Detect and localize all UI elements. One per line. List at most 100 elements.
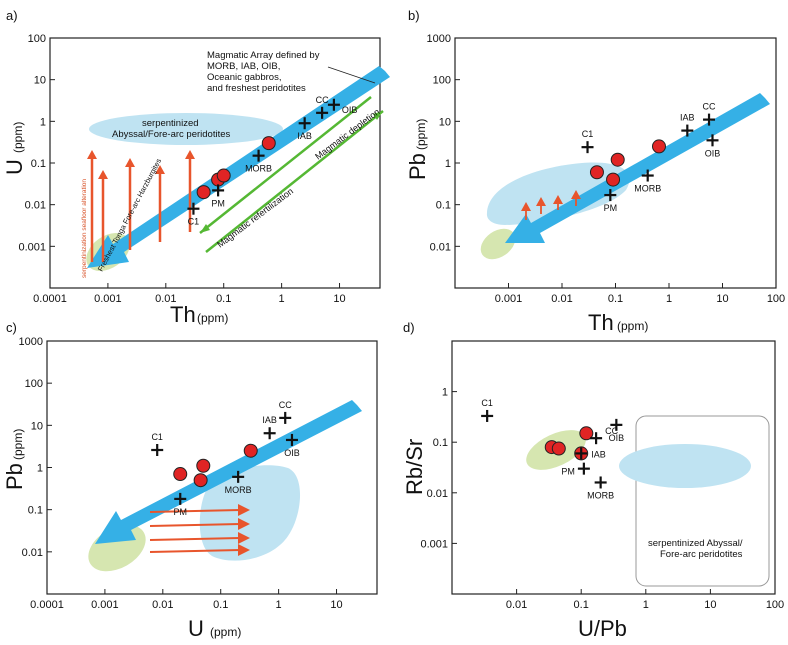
y-tick-label: 0.001 xyxy=(18,241,46,253)
y-tick-label: 1 xyxy=(445,158,451,170)
panel-d-frame xyxy=(451,340,776,595)
x-tick-label: 0.1 xyxy=(216,293,231,305)
x-tick-label: 10 xyxy=(330,599,342,611)
reference-point-oib: OIB xyxy=(609,418,625,443)
x-tick-label: 10 xyxy=(716,293,728,305)
panel-a-xlabel: Th xyxy=(170,302,196,327)
y-tick-label: 100 xyxy=(433,75,451,87)
reference-point-label: PM xyxy=(211,198,225,208)
panel-a-marks: C1 PM MORB IAB CC OIB xyxy=(187,95,357,227)
reference-point-iab: IAB xyxy=(297,117,312,141)
reference-point-cc: CC xyxy=(316,95,329,119)
sample-point xyxy=(173,467,188,482)
y-tick-label: 1 xyxy=(442,387,448,399)
y-tick-label: 1000 xyxy=(427,33,451,45)
panel-a-refertilization-line xyxy=(205,110,384,253)
x-tick-label: 1 xyxy=(276,599,282,611)
y-tick-label: 0.1 xyxy=(28,505,43,517)
panel-a-ticks: 0.0001 0.001 0.01 0.1 1 10 0.001 0.01 0.1 1 10 100 xyxy=(18,33,345,305)
reference-point-morb: MORB xyxy=(634,169,661,194)
reference-point-oib: OIB xyxy=(705,134,720,158)
panel-c-ticks: 0.0001 0.001 0.01 0.1 1 10 0.01 0.1 1 10 100 1000 xyxy=(19,336,343,611)
x-tick-label: 0.001 xyxy=(91,599,119,611)
x-tick-label: 0.1 xyxy=(608,293,623,305)
reference-point-cc: CC xyxy=(279,400,292,424)
reference-point-pm: PM xyxy=(561,462,590,477)
x-tick-label: 0.01 xyxy=(152,599,173,611)
panel-d-box-label: serpentinized Abyssal/ Fore-arc peridoti… xyxy=(648,538,745,560)
reference-point-label: CC xyxy=(279,400,292,410)
sample-point xyxy=(651,139,666,154)
y-tick-label: 0.1 xyxy=(436,200,451,212)
panel-a-alteration-label-text: serpentinization seafloor alteration xyxy=(81,179,88,278)
panel-d-xlabel: U/Pb xyxy=(578,616,627,641)
y-tick-label: 0.01 xyxy=(25,200,46,212)
x-tick-label: 0.01 xyxy=(155,293,176,305)
panel-a-letter: a) xyxy=(6,8,18,23)
reference-point-pm: PM xyxy=(211,184,225,208)
reference-point-iab: IAB xyxy=(262,415,277,440)
panel-b-marks: C1 PM MORB IAB CC OIB xyxy=(581,102,720,213)
y-tick-label: 0.01 xyxy=(427,488,448,500)
reference-point-c1: C1 xyxy=(187,202,200,227)
reference-point-label: CC xyxy=(703,102,716,112)
panel-c-magmatic-array-arrow xyxy=(95,400,362,544)
reference-point-iab: IAB xyxy=(575,447,606,460)
reference-point-oib: OIB xyxy=(284,433,300,458)
reference-point-label: PM xyxy=(604,203,618,213)
sample-point xyxy=(606,172,621,187)
panel-a: a) 0.0001 0.001 0.01 0.1 1 10 0.001 0.01 0.1 1 10 1… xyxy=(2,8,390,327)
panel-c-yunit: (ppm) xyxy=(11,429,25,460)
x-tick-label: 0.01 xyxy=(506,599,527,611)
x-tick-label: 0.001 xyxy=(94,293,122,305)
reference-point-label: IAB xyxy=(591,449,606,459)
panel-b-ylabel: Pb xyxy=(405,153,430,180)
panel-c-ylabel: Pb xyxy=(2,463,27,490)
panel-b-ticks: 0.001 0.01 0.1 1 10 100 0.01 0.1 1 10 100 1000 xyxy=(427,33,786,305)
reference-point-cc: CC xyxy=(590,426,619,445)
panel-b-harzburgite-field xyxy=(480,228,516,260)
panel-a-serpentinized-field xyxy=(89,113,283,145)
reference-point-label: MORB xyxy=(587,490,614,500)
y-tick-label: 1 xyxy=(40,116,46,128)
panel-a-depletion-line xyxy=(199,96,372,234)
reference-point-c1: C1 xyxy=(151,432,164,457)
x-tick-label: 1 xyxy=(643,599,649,611)
reference-point-pm: PM xyxy=(604,189,618,213)
panel-b: b) 0.001 0.01 0.1 1 10 100 0.01 0.1 1 10 100 1000 C… xyxy=(405,8,785,335)
sample-point xyxy=(193,473,208,488)
reference-point-label: C1 xyxy=(151,432,163,442)
panel-b-letter: b) xyxy=(408,8,420,23)
reference-point-c1: C1 xyxy=(481,398,494,422)
y-tick-label: 100 xyxy=(25,378,43,390)
x-tick-label: 100 xyxy=(767,293,785,305)
panel-b-magmatic-array-arrow xyxy=(505,93,770,243)
y-tick-label: 100 xyxy=(28,33,46,45)
panel-a-ylabel: U xyxy=(2,159,27,175)
panel-b-xlabel: Th xyxy=(588,310,614,335)
sample-point xyxy=(579,426,594,441)
panel-c-letter: c) xyxy=(6,320,17,335)
x-tick-label: 100 xyxy=(766,599,784,611)
x-tick-label: 0.0001 xyxy=(33,293,67,305)
reference-point-label: MORB xyxy=(245,164,272,174)
reference-point-label: C1 xyxy=(582,129,594,139)
y-tick-label: 0.1 xyxy=(31,158,46,170)
panel-c-serpentinized-field xyxy=(199,465,301,561)
panel-c-alteration-arrows xyxy=(149,504,250,556)
y-tick-label: 0.001 xyxy=(420,538,448,550)
reference-point-cc: CC xyxy=(703,102,716,126)
panel-c-xunit: (ppm) xyxy=(210,625,241,639)
y-tick-label: 10 xyxy=(439,116,451,128)
reference-point-label: OIB xyxy=(609,433,625,443)
x-tick-label: 0.0001 xyxy=(30,599,64,611)
x-tick-label: 1 xyxy=(279,293,285,305)
y-tick-label: 1000 xyxy=(19,336,43,348)
x-tick-label: 1 xyxy=(666,293,672,305)
y-tick-label: 0.01 xyxy=(430,241,451,253)
panel-b-xunit: (ppm) xyxy=(617,319,648,333)
x-tick-label: 10 xyxy=(333,293,345,305)
reference-point-c1: C1 xyxy=(581,129,594,154)
reference-point-iab: IAB xyxy=(680,113,695,137)
